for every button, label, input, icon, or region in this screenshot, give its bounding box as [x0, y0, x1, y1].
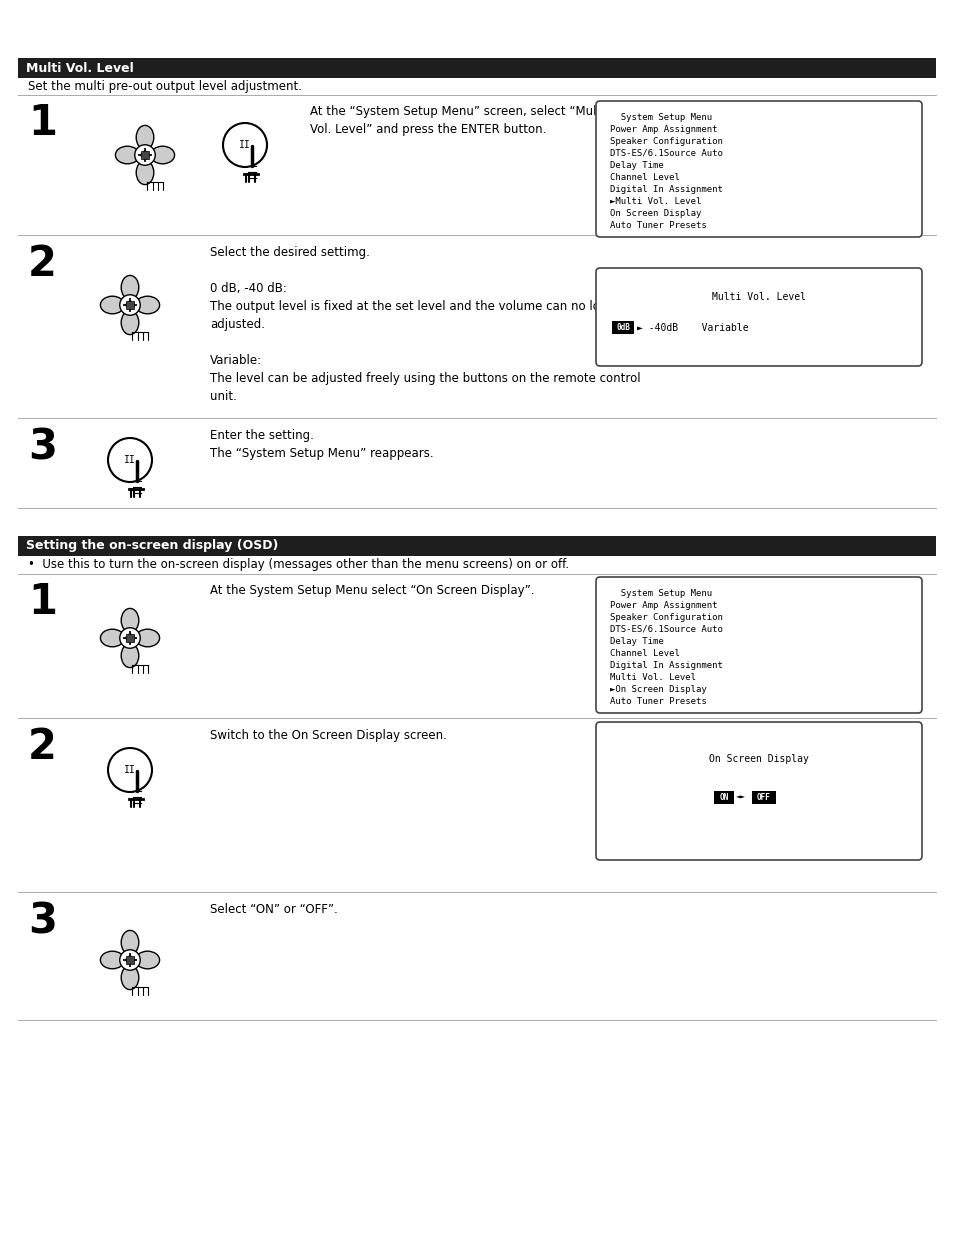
- Text: ►Multi Vol. Level: ►Multi Vol. Level: [609, 197, 700, 205]
- Ellipse shape: [121, 276, 138, 299]
- Text: ◄►: ◄►: [735, 793, 745, 802]
- Text: Switch to the On Screen Display screen.: Switch to the On Screen Display screen.: [210, 729, 446, 742]
- Text: 2: 2: [28, 242, 57, 285]
- Text: 1: 1: [28, 101, 57, 143]
- Text: System Setup Menu: System Setup Menu: [609, 589, 711, 597]
- FancyBboxPatch shape: [141, 151, 149, 160]
- Text: Speaker Configuration: Speaker Configuration: [609, 136, 722, 146]
- Ellipse shape: [121, 609, 138, 632]
- FancyBboxPatch shape: [126, 635, 133, 642]
- Text: Select the desired settimg.

0 dB, -40 dB:
The output level is fixed at the set : Select the desired settimg. 0 dB, -40 dB…: [210, 246, 645, 403]
- Text: 3: 3: [28, 901, 57, 943]
- Ellipse shape: [121, 966, 138, 990]
- FancyBboxPatch shape: [18, 536, 935, 555]
- Circle shape: [108, 748, 152, 792]
- Ellipse shape: [100, 951, 124, 969]
- Text: At the “System Setup Menu” screen, select “Multi
Vol. Level” and press the ENTER: At the “System Setup Menu” screen, selec…: [310, 105, 604, 136]
- FancyBboxPatch shape: [751, 790, 775, 804]
- Text: 3: 3: [28, 426, 57, 468]
- Text: Multi Vol. Level: Multi Vol. Level: [26, 62, 133, 74]
- Text: 1: 1: [28, 581, 57, 623]
- FancyBboxPatch shape: [18, 58, 935, 78]
- Text: On Screen Display: On Screen Display: [708, 753, 808, 763]
- FancyBboxPatch shape: [126, 956, 133, 964]
- Text: Digital In Assignment: Digital In Assignment: [609, 184, 722, 193]
- Text: DTS-ES/6.1Source Auto: DTS-ES/6.1Source Auto: [609, 148, 722, 157]
- Text: System Setup Menu: System Setup Menu: [609, 113, 711, 121]
- FancyBboxPatch shape: [596, 576, 921, 713]
- Text: Setting the on-screen display (OSD): Setting the on-screen display (OSD): [26, 539, 278, 553]
- FancyBboxPatch shape: [713, 790, 733, 804]
- Text: Speaker Configuration: Speaker Configuration: [609, 612, 722, 621]
- Text: At the System Setup Menu select “On Screen Display”.: At the System Setup Menu select “On Scre…: [210, 584, 534, 597]
- Circle shape: [108, 438, 152, 482]
- Text: Delay Time: Delay Time: [609, 161, 663, 169]
- Circle shape: [120, 627, 140, 648]
- Text: Channel Level: Channel Level: [609, 648, 679, 658]
- Circle shape: [134, 145, 155, 166]
- Text: Channel Level: Channel Level: [609, 172, 679, 182]
- Ellipse shape: [136, 125, 153, 150]
- Text: ON: ON: [719, 793, 728, 802]
- Text: Set the multi pre-out output level adjustment.: Set the multi pre-out output level adjus…: [28, 80, 302, 93]
- FancyBboxPatch shape: [126, 301, 133, 309]
- FancyBboxPatch shape: [612, 322, 634, 334]
- Ellipse shape: [136, 161, 153, 184]
- Text: On Screen Display: On Screen Display: [609, 209, 700, 218]
- Circle shape: [223, 122, 267, 167]
- Text: Delay Time: Delay Time: [609, 637, 663, 646]
- Text: Digital In Assignment: Digital In Assignment: [609, 661, 722, 669]
- Text: Power Amp Assignment: Power Amp Assignment: [609, 125, 717, 134]
- Ellipse shape: [121, 310, 138, 334]
- Ellipse shape: [135, 630, 159, 647]
- Ellipse shape: [115, 146, 139, 163]
- FancyBboxPatch shape: [596, 268, 921, 366]
- Text: II: II: [239, 140, 251, 150]
- Text: Multi Vol. Level: Multi Vol. Level: [609, 673, 696, 682]
- Text: 2: 2: [28, 726, 57, 768]
- Text: Auto Tuner Presets: Auto Tuner Presets: [609, 696, 706, 705]
- Text: Select “ON” or “OFF”.: Select “ON” or “OFF”.: [210, 903, 337, 917]
- Text: •  Use this to turn the on-screen display (messages other than the menu screens): • Use this to turn the on-screen display…: [28, 558, 569, 571]
- Text: Multi Vol. Level: Multi Vol. Level: [711, 292, 805, 302]
- Ellipse shape: [135, 296, 159, 314]
- Circle shape: [120, 294, 140, 315]
- Text: II: II: [124, 764, 135, 776]
- Ellipse shape: [135, 951, 159, 969]
- Ellipse shape: [100, 630, 124, 647]
- Text: II: II: [124, 455, 135, 465]
- Ellipse shape: [100, 296, 124, 314]
- Circle shape: [120, 950, 140, 970]
- Text: Auto Tuner Presets: Auto Tuner Presets: [609, 220, 706, 230]
- Text: Enter the setting.
The “System Setup Menu” reappears.: Enter the setting. The “System Setup Men…: [210, 429, 434, 460]
- FancyBboxPatch shape: [596, 722, 921, 860]
- Ellipse shape: [151, 146, 174, 163]
- Text: DTS-ES/6.1Source Auto: DTS-ES/6.1Source Auto: [609, 625, 722, 633]
- Text: Power Amp Assignment: Power Amp Assignment: [609, 600, 717, 610]
- Text: ► -40dB    Variable: ► -40dB Variable: [637, 323, 748, 333]
- FancyBboxPatch shape: [596, 101, 921, 238]
- Text: 0dB: 0dB: [616, 323, 629, 333]
- Text: ►On Screen Display: ►On Screen Display: [609, 684, 706, 694]
- Ellipse shape: [121, 930, 138, 955]
- Text: OFF: OFF: [757, 793, 770, 802]
- Ellipse shape: [121, 643, 138, 668]
